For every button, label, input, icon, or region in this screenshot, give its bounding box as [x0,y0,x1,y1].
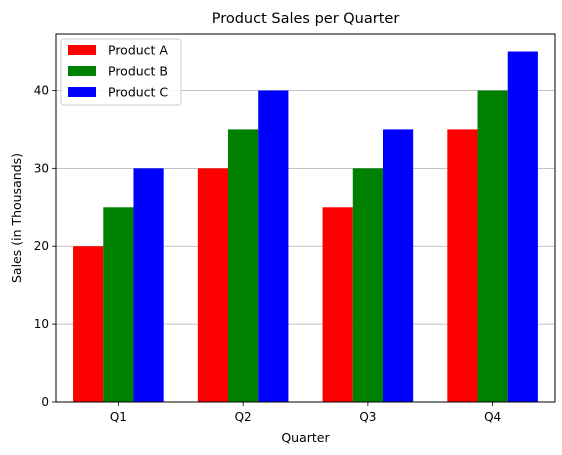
legend-label: Product B [108,64,168,79]
x-tick-label: Q4 [484,410,501,424]
bar-product-a-q4 [447,129,478,402]
bar-product-b-q3 [352,168,383,402]
y-axis-label: Sales (in Thousands) [9,153,24,283]
bar-product-c-q2 [258,90,289,402]
bar-product-c-q4 [507,51,538,403]
x-tick-label: Q1 [110,410,127,424]
chart-title: Product Sales per Quarter [212,11,400,27]
bar-product-c-q3 [382,129,414,402]
y-tick-label: 30 [34,161,49,175]
bars [73,51,538,403]
bar-product-b-q2 [228,129,259,402]
legend: Product A Product B Product C [60,38,182,106]
legend-swatch [68,45,96,55]
legend-label: Product A [108,43,168,58]
y-tick-label: 0 [41,395,49,409]
bar-product-b-q4 [477,90,508,402]
y-tick-label: 20 [34,239,49,253]
legend-swatch [68,87,96,97]
x-axis-label: Quarter [281,430,330,445]
bar-product-c-q1 [133,168,164,402]
bar-product-a-q1 [73,246,104,402]
y-tick-label: 10 [34,317,49,331]
bar-product-a-q3 [322,207,353,402]
y-axis: 0 10 20 30 40 [34,83,56,409]
legend-swatch [68,66,96,76]
y-tick-label: 40 [34,83,49,97]
plot-frame [55,33,556,403]
bar-product-b-q1 [103,207,134,402]
x-axis: Q1 Q2 Q3 Q4 [110,402,501,424]
x-tick-label: Q2 [235,410,252,424]
bar-product-a-q2 [197,168,229,402]
x-tick-label: Q3 [359,410,376,424]
legend-label: Product C [108,85,168,100]
